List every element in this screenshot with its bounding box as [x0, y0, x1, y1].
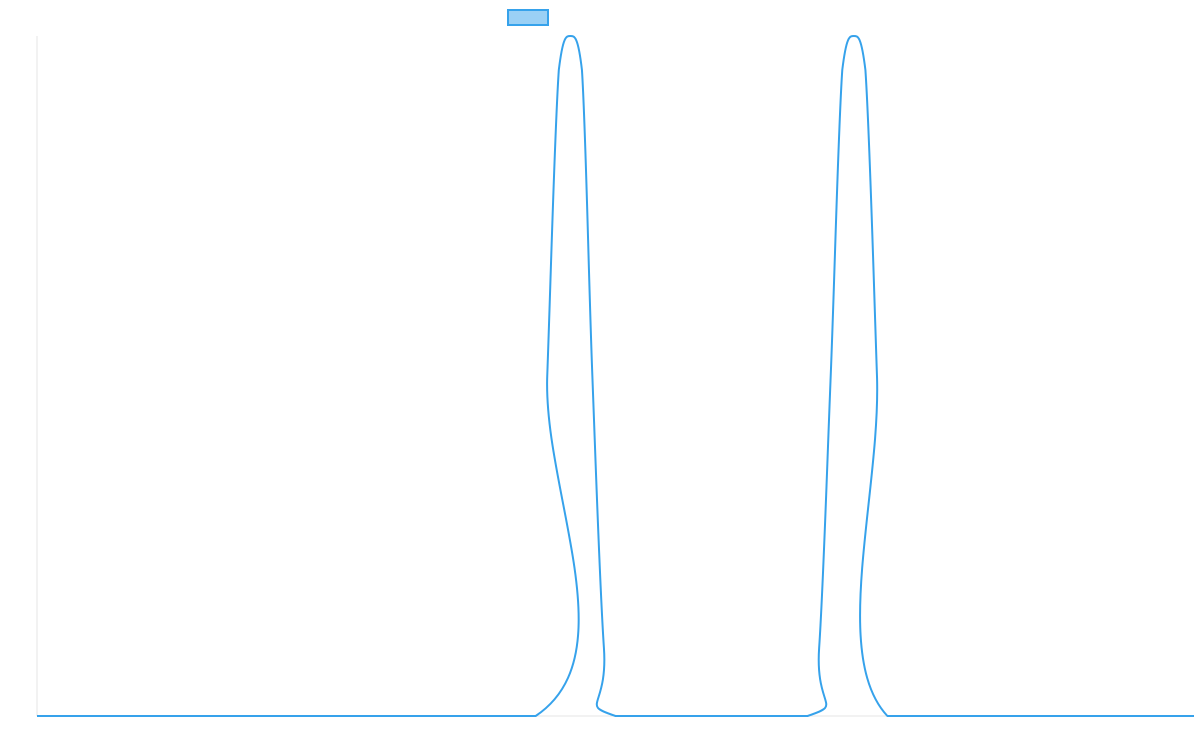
series-group — [37, 35, 1194, 718]
series-line-0 — [37, 35, 1194, 718]
legend-swatch[interactable] — [507, 9, 549, 26]
